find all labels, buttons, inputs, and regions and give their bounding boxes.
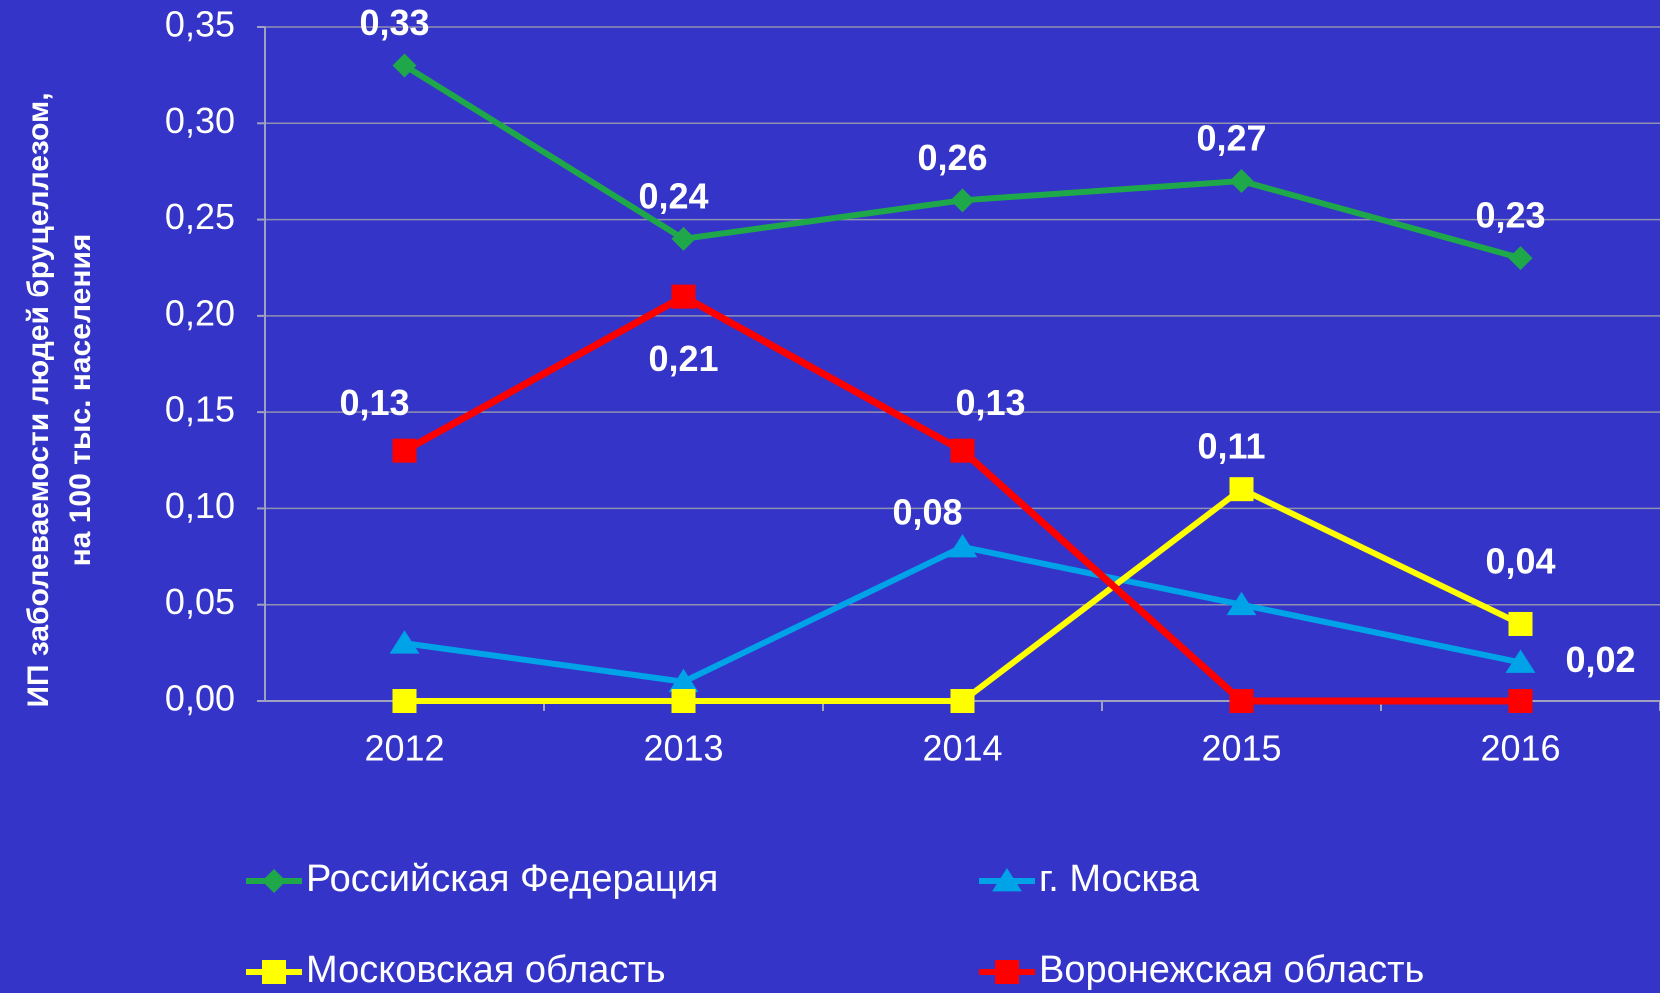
y-tick-label: 0,30	[165, 100, 235, 141]
legend-label: Российская Федерация	[306, 858, 718, 900]
marker	[671, 689, 696, 713]
y-tick-label: 0,35	[165, 4, 235, 45]
data-label: 0,23	[1475, 195, 1545, 236]
marker	[262, 869, 286, 893]
marker	[1508, 246, 1533, 271]
marker	[950, 188, 975, 213]
y-tick-label: 0,05	[165, 581, 235, 622]
x-tick-label: 2012	[364, 728, 444, 769]
y-tick-label: 0,25	[165, 196, 235, 237]
data-label: 0,08	[892, 491, 962, 532]
legend-label: г. Москва	[1039, 858, 1200, 900]
y-tick-label: 0,10	[165, 485, 235, 526]
x-tick-label: 2013	[643, 728, 723, 769]
marker	[392, 438, 417, 463]
marker	[1226, 591, 1257, 616]
y-tick-label: 0,20	[165, 292, 235, 333]
marker	[1508, 689, 1533, 713]
marker	[950, 689, 975, 713]
marker	[950, 438, 975, 463]
series-line	[404, 543, 1522, 685]
legend-label: Воронежская область	[1039, 949, 1424, 991]
marker	[1229, 477, 1254, 502]
y-axis-label-line: на 100 тыс. населения	[64, 234, 97, 567]
y-tick-label: 0,15	[165, 389, 235, 430]
y-tick-label: 0,00	[165, 678, 235, 719]
marker	[995, 960, 1019, 984]
data-label: 0,13	[339, 382, 409, 423]
y-axis-label-line: ИП заболеваемости людей бруцеллезом,	[22, 92, 55, 707]
marker	[262, 960, 286, 984]
data-label: 0,24	[638, 175, 708, 216]
marker	[392, 689, 417, 713]
data-label: 0,13	[955, 382, 1025, 423]
marker	[1508, 611, 1533, 636]
x-tick-label: 2015	[1201, 728, 1281, 769]
data-label: 0,04	[1485, 540, 1555, 581]
data-label: 0,21	[648, 338, 718, 379]
data-label: 0,11	[1197, 426, 1265, 467]
legend-label: Московская область	[306, 949, 666, 991]
x-tick-label: 2014	[922, 728, 1002, 769]
data-label: 0,26	[917, 137, 987, 178]
marker	[1229, 169, 1254, 194]
marker	[671, 284, 696, 309]
marker	[671, 226, 696, 251]
marker	[668, 668, 699, 693]
marker	[992, 868, 1022, 892]
marker	[389, 630, 420, 654]
marker	[1505, 649, 1536, 673]
marker	[947, 533, 978, 558]
data-label: 0,27	[1196, 118, 1266, 159]
x-tick-label: 2016	[1480, 728, 1560, 769]
marker	[392, 53, 417, 78]
marker	[1229, 689, 1254, 713]
data-label: 0,02	[1565, 639, 1635, 680]
data-label: 0,33	[359, 2, 429, 43]
y-axis-label: ИП заболеваемости людей бруцеллезом, на …	[22, 92, 97, 707]
